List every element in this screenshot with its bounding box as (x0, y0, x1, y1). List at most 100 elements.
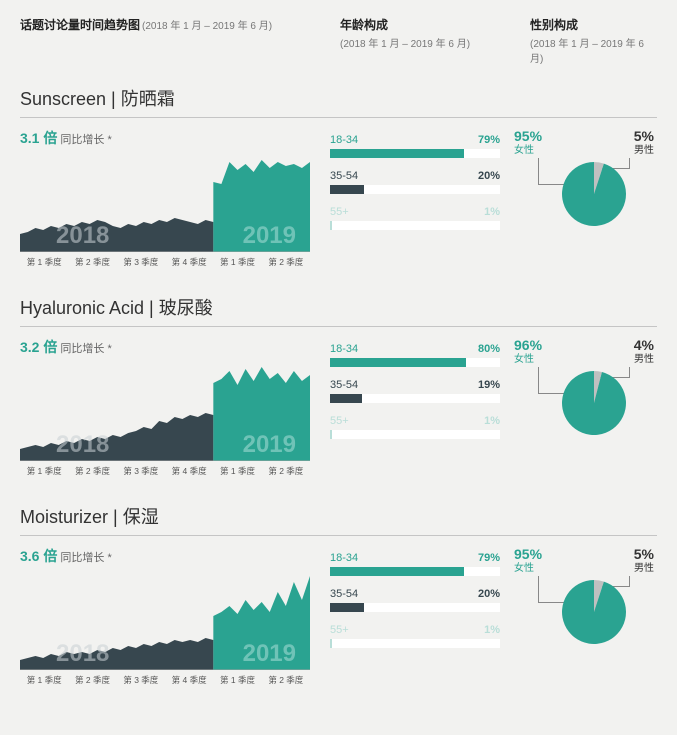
section-title: Moisturizer | 保湿 (20, 503, 657, 536)
age-pct: 1% (484, 206, 500, 218)
age-label: 55+ (330, 206, 349, 218)
age-bar-fill (330, 358, 466, 367)
age-row: 35-54 20% (330, 170, 500, 194)
x-tick: 第 2 季度 (262, 465, 310, 477)
x-tick: 第 2 季度 (68, 465, 116, 477)
header-age-title: 年龄构成 (340, 16, 510, 33)
age-bar-bg (330, 185, 500, 194)
age-row: 18-34 80% (330, 343, 500, 367)
age-bar-fill (330, 567, 464, 576)
x-tick: 第 4 季度 (165, 256, 213, 268)
growth-multiplier: 3.6 倍 (20, 548, 57, 564)
trend-column: 3.1 倍 同比增长 * 2018 2019 第 1 季度第 2 季度第 3 季… (20, 128, 310, 272)
area-chart-wrap: 2018 2019 第 1 季度第 2 季度第 3 季度第 4 季度第 1 季度… (20, 570, 310, 690)
age-pct: 1% (484, 624, 500, 636)
trend-area-chart (20, 152, 310, 252)
age-row: 55+ 1% (330, 415, 500, 439)
header-trend-title: 话题讨论量时间趋势图 (20, 18, 140, 32)
age-pct: 79% (478, 134, 500, 146)
age-bar-fill (330, 639, 332, 648)
trend-area-chart (20, 361, 310, 461)
x-tick: 第 2 季度 (262, 256, 310, 268)
x-tick: 第 1 季度 (213, 256, 261, 268)
growth-multiplier: 3.2 倍 (20, 339, 57, 355)
gender-column: 95% 女性 5% 男性 (520, 546, 650, 690)
growth-label: 同比增长 * (60, 134, 111, 146)
age-pct: 79% (478, 552, 500, 564)
age-row: 55+ 1% (330, 206, 500, 230)
age-row: 18-34 79% (330, 134, 500, 158)
x-tick: 第 3 季度 (117, 256, 165, 268)
x-tick: 第 2 季度 (262, 674, 310, 686)
growth-line: 3.6 倍 同比增长 * (20, 546, 310, 566)
growth-line: 3.2 倍 同比增长 * (20, 337, 310, 357)
age-bar-bg (330, 221, 500, 230)
x-tick: 第 1 季度 (20, 465, 68, 477)
column-headers: 话题讨论量时间趋势图(2018 年 1 月 – 2019 年 6 月) 年龄构成… (20, 16, 657, 65)
gender-pie (558, 367, 630, 439)
age-bar-bg (330, 639, 500, 648)
age-column: 18-34 79% 35-54 20% 55+ 1% (330, 128, 500, 272)
growth-line: 3.1 倍 同比增长 * (20, 128, 310, 148)
x-axis: 第 1 季度第 2 季度第 3 季度第 4 季度第 1 季度第 2 季度 (20, 256, 310, 268)
gender-column: 95% 女性 5% 男性 (520, 128, 650, 272)
topic-section: Sunscreen | 防晒霜 3.1 倍 同比增长 * 2018 2019 第… (20, 85, 657, 272)
gender-male-label: 5% 男性 (634, 128, 654, 157)
trend-column: 3.2 倍 同比增长 * 2018 2019 第 1 季度第 2 季度第 3 季… (20, 337, 310, 481)
age-label: 18-34 (330, 343, 358, 355)
topic-section: Hyaluronic Acid | 玻尿酸 3.2 倍 同比增长 * 2018 … (20, 294, 657, 481)
x-tick: 第 2 季度 (68, 674, 116, 686)
gender-female-label: 95% 女性 (514, 128, 542, 157)
growth-label: 同比增长 * (60, 552, 111, 564)
x-tick: 第 1 季度 (213, 465, 261, 477)
x-tick: 第 4 季度 (165, 465, 213, 477)
age-column: 18-34 80% 35-54 19% 55+ 1% (330, 337, 500, 481)
x-tick: 第 4 季度 (165, 674, 213, 686)
section-title: Sunscreen | 防晒霜 (20, 85, 657, 118)
x-tick: 第 1 季度 (20, 256, 68, 268)
header-gender-sub: (2018 年 1 月 – 2019 年 6 月) (530, 35, 660, 65)
x-tick: 第 1 季度 (213, 674, 261, 686)
header-age: 年龄构成 (2018 年 1 月 – 2019 年 6 月) (340, 16, 510, 65)
age-bar-bg (330, 430, 500, 439)
header-gender: 性别构成 (2018 年 1 月 – 2019 年 6 月) (530, 16, 660, 65)
age-bar-bg (330, 149, 500, 158)
gender-pie (558, 158, 630, 230)
trend-area-chart (20, 570, 310, 670)
topic-section: Moisturizer | 保湿 3.6 倍 同比增长 * 2018 2019 … (20, 503, 657, 690)
area-chart-wrap: 2018 2019 第 1 季度第 2 季度第 3 季度第 4 季度第 1 季度… (20, 152, 310, 272)
growth-multiplier: 3.1 倍 (20, 130, 57, 146)
age-column: 18-34 79% 35-54 20% 55+ 1% (330, 546, 500, 690)
header-gender-title: 性别构成 (530, 16, 660, 33)
age-label: 35-54 (330, 170, 358, 182)
age-bar-bg (330, 603, 500, 612)
age-row: 35-54 20% (330, 588, 500, 612)
age-bar-fill (330, 603, 364, 612)
age-label: 35-54 (330, 379, 358, 391)
age-bar-fill (330, 149, 464, 158)
age-label: 55+ (330, 624, 349, 636)
age-pct: 80% (478, 343, 500, 355)
gender-female-label: 96% 女性 (514, 337, 542, 366)
age-row: 55+ 1% (330, 624, 500, 648)
header-age-sub: (2018 年 1 月 – 2019 年 6 月) (340, 35, 510, 50)
section-title: Hyaluronic Acid | 玻尿酸 (20, 294, 657, 327)
age-row: 18-34 79% (330, 552, 500, 576)
gender-female-label: 95% 女性 (514, 546, 542, 575)
x-axis: 第 1 季度第 2 季度第 3 季度第 4 季度第 1 季度第 2 季度 (20, 465, 310, 477)
gender-pie (558, 576, 630, 648)
age-pct: 19% (478, 379, 500, 391)
x-tick: 第 3 季度 (117, 674, 165, 686)
age-pct: 1% (484, 415, 500, 427)
age-bar-fill (330, 430, 332, 439)
age-pct: 20% (478, 170, 500, 182)
age-bar-bg (330, 567, 500, 576)
x-tick: 第 3 季度 (117, 465, 165, 477)
age-label: 55+ (330, 415, 349, 427)
gender-male-label: 4% 男性 (634, 337, 654, 366)
age-bar-fill (330, 221, 332, 230)
age-label: 35-54 (330, 588, 358, 600)
gender-column: 96% 女性 4% 男性 (520, 337, 650, 481)
growth-label: 同比增长 * (60, 343, 111, 355)
header-trend: 话题讨论量时间趋势图(2018 年 1 月 – 2019 年 6 月) (20, 16, 320, 65)
